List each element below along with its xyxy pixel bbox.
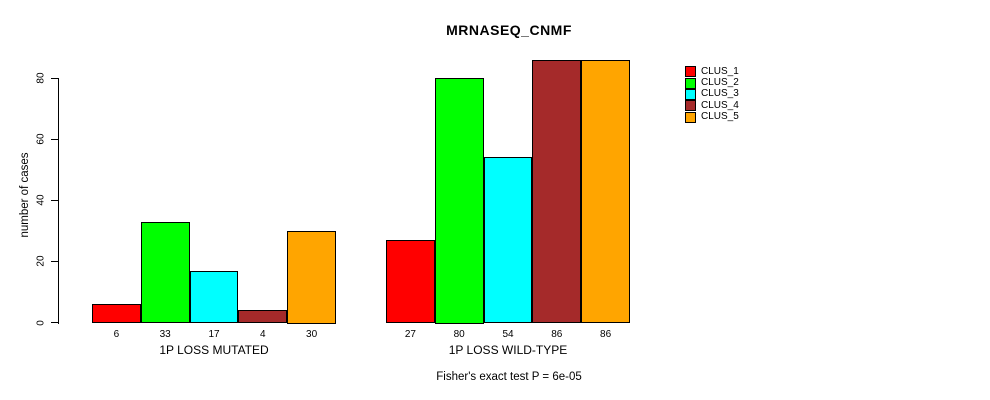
bar-value-label: 17 [208,329,220,340]
bar-clus_4 [238,310,288,324]
legend-item: CLUS_3 [685,88,739,100]
legend-item: CLUS_5 [685,111,739,123]
bar-clus_1 [386,239,435,324]
legend-label: CLUS_5 [701,111,739,123]
bar-value-label: 6 [113,329,120,340]
bar-value-label: 86 [600,329,612,340]
y-tick-label: 40 [35,194,47,206]
legend-label: CLUS_3 [701,88,739,100]
bar-value-label: 27 [404,329,416,340]
y-axis-tick [51,260,58,262]
fisher-test-note: Fisher's exact test P = 6e-05 [436,371,582,383]
bar-clus_2 [140,221,190,324]
y-tick-label: 60 [35,133,47,145]
y-axis-tick [51,199,58,201]
bar-value-label: 86 [551,329,563,340]
bar-clus_3 [189,270,239,324]
legend-swatch [685,111,696,123]
bar-clus_3 [483,157,533,324]
y-axis-tick [51,138,58,140]
legend-item: CLUS_2 [685,77,739,89]
bar-value-label: 30 [306,329,318,340]
y-tick-label: 20 [35,255,47,267]
chart-title: MRNASEQ_CNMF [446,22,572,38]
legend-label: CLUS_2 [701,77,739,89]
bar-value-label: 33 [159,329,171,340]
bar-clus_2 [434,78,484,324]
bar-clus_1 [92,304,141,324]
bar-clus_5 [287,230,336,324]
bar-value-label: 4 [260,329,266,340]
legend-item: CLUS_4 [685,99,739,112]
legend-swatch [685,77,696,89]
bar-value-label: 54 [502,329,514,340]
y-axis-tick [51,322,58,323]
legend-label: CLUS_4 [701,99,739,111]
y-axis-tick [51,77,58,79]
x-group-label: 1P LOSS WILD-TYPE [448,343,568,357]
y-axis-line [57,78,59,324]
legend-swatch [685,66,696,78]
x-group-label: 1P LOSS MUTATED [159,343,269,357]
y-tick-label: 0 [35,319,47,326]
legend: CLUS_1 CLUS_2 CLUS_3 CLUS_4 CLUS_5 [685,66,739,123]
legend-item: CLUS_1 [685,65,739,78]
legend-label: CLUS_1 [701,65,739,77]
bar-clus_5 [581,59,630,324]
legend-swatch [685,88,696,100]
y-tick-label: 80 [35,72,47,84]
legend-swatch [685,100,696,112]
bar-value-label: 80 [453,329,465,340]
bar-clus_4 [532,59,582,324]
